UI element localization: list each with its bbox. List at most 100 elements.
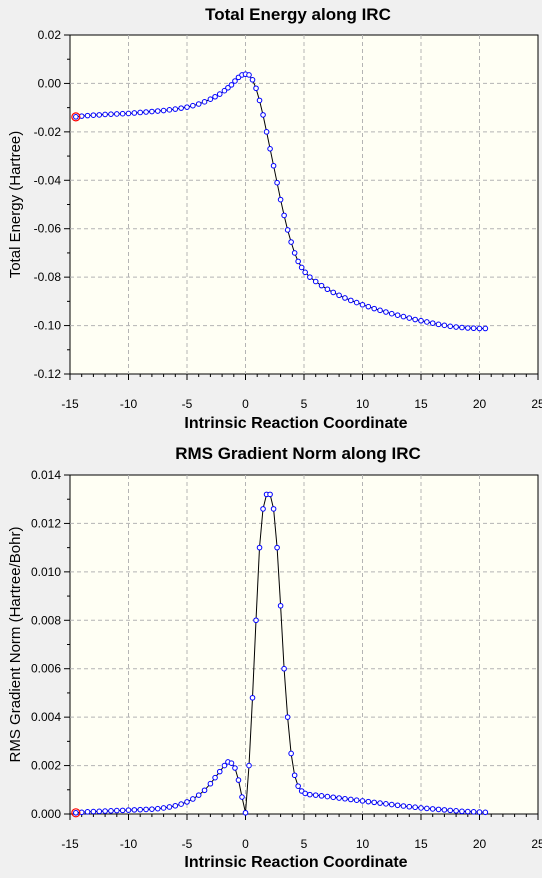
- data-point: [470, 809, 477, 815]
- data-point: [406, 803, 413, 810]
- selected-point-marker: [71, 112, 81, 122]
- data-point: [359, 301, 366, 308]
- x-tick-label: 15: [414, 397, 428, 411]
- data-point: [137, 806, 143, 813]
- data-point: [400, 803, 407, 809]
- y-tick-label: 0.000: [31, 807, 61, 821]
- data-point: [149, 806, 155, 812]
- data-point: [482, 325, 489, 332]
- data-point: [307, 274, 313, 280]
- data-point: [318, 282, 325, 289]
- x-tick-label: 5: [301, 397, 308, 411]
- data-point: [246, 72, 252, 78]
- data-point: [267, 146, 273, 152]
- x-tick-label: 0: [242, 397, 249, 411]
- data-point: [400, 313, 407, 320]
- data-point: [119, 110, 126, 117]
- data-point: [441, 807, 448, 813]
- data-point: [418, 317, 424, 324]
- data-point: [260, 112, 266, 118]
- data-point: [291, 250, 298, 256]
- x-tick-label: 20: [473, 837, 487, 851]
- data-point: [353, 299, 360, 306]
- y-tick-label: -0.06: [34, 222, 62, 236]
- total-energy-chart: -15 -10 -5 0 5 10 15 20 25 -0.12 -0.10 -0.08 -0.06 -0…: [7, 5, 542, 432]
- x-axis-label: Intrinsic Reaction Coordinate: [184, 415, 407, 432]
- series-markers: [73, 71, 489, 332]
- data-point: [212, 774, 218, 781]
- data-point: [291, 772, 298, 779]
- data-point: [324, 793, 331, 800]
- data-point: [239, 794, 245, 800]
- data-point: [178, 801, 184, 807]
- data-point: [108, 808, 114, 814]
- data-point: [263, 129, 270, 135]
- data-point: [195, 792, 202, 798]
- data-point: [96, 808, 103, 815]
- y-tick-label: 0.002: [31, 759, 61, 773]
- data-point: [256, 97, 263, 104]
- data-point: [160, 107, 167, 114]
- data-point: [84, 112, 91, 119]
- chart-title: RMS Gradient Norm along IRC: [175, 444, 421, 463]
- data-point: [412, 804, 418, 811]
- series-markers: [73, 491, 489, 816]
- data-point: [330, 289, 337, 296]
- data-point: [277, 196, 284, 203]
- data-point: [302, 269, 308, 276]
- y-tick-label: -0.12: [34, 367, 62, 381]
- data-point: [137, 109, 143, 116]
- y-tick-label: 0.008: [31, 613, 61, 627]
- data-point: [459, 808, 465, 815]
- data-point: [178, 105, 184, 111]
- data-point: [102, 808, 108, 814]
- data-point: [295, 783, 301, 789]
- data-point: [195, 101, 202, 107]
- data-point: [274, 544, 280, 551]
- data-point: [225, 84, 231, 91]
- data-point: [267, 491, 273, 498]
- data-point: [288, 239, 294, 245]
- data-point: [131, 110, 138, 116]
- tick-marks: [64, 474, 539, 820]
- y-tick-label: 0.00: [38, 76, 62, 90]
- data-point: [441, 322, 448, 329]
- data-point: [365, 798, 372, 805]
- data-point: [324, 286, 331, 293]
- data-point: [277, 602, 284, 609]
- y-tick-label: -0.02: [34, 125, 62, 139]
- y-axis-label: RMS Gradient Norm (Hartree/Bohr): [7, 527, 24, 763]
- data-point: [342, 795, 348, 802]
- data-point: [429, 320, 436, 326]
- data-point: [172, 106, 179, 112]
- data-point: [388, 801, 395, 808]
- data-point: [221, 87, 228, 94]
- data-point: [212, 93, 218, 100]
- x-tick-label: 15: [414, 837, 428, 851]
- x-tick-label: -15: [61, 837, 79, 851]
- data-point: [336, 795, 342, 801]
- data-point: [359, 798, 366, 804]
- data-point: [336, 292, 342, 299]
- data-point: [249, 76, 256, 83]
- x-tick-label: 20: [473, 397, 487, 411]
- data-point: [160, 805, 167, 811]
- data-point: [73, 114, 79, 120]
- data-point: [307, 791, 313, 798]
- data-point: [96, 112, 103, 118]
- x-tick-label: -5: [182, 397, 193, 411]
- tick-marks: [64, 34, 539, 380]
- data-point: [288, 750, 294, 757]
- data-point: [298, 264, 305, 271]
- data-point: [90, 808, 97, 815]
- data-point: [330, 794, 337, 801]
- data-point: [73, 809, 79, 816]
- y-tick-label: 0.02: [38, 28, 62, 42]
- data-point: [465, 325, 471, 331]
- data-point: [435, 321, 442, 328]
- data-point: [284, 714, 291, 720]
- x-tick-label: -10: [120, 397, 138, 411]
- data-point: [353, 797, 360, 803]
- data-point: [470, 325, 477, 332]
